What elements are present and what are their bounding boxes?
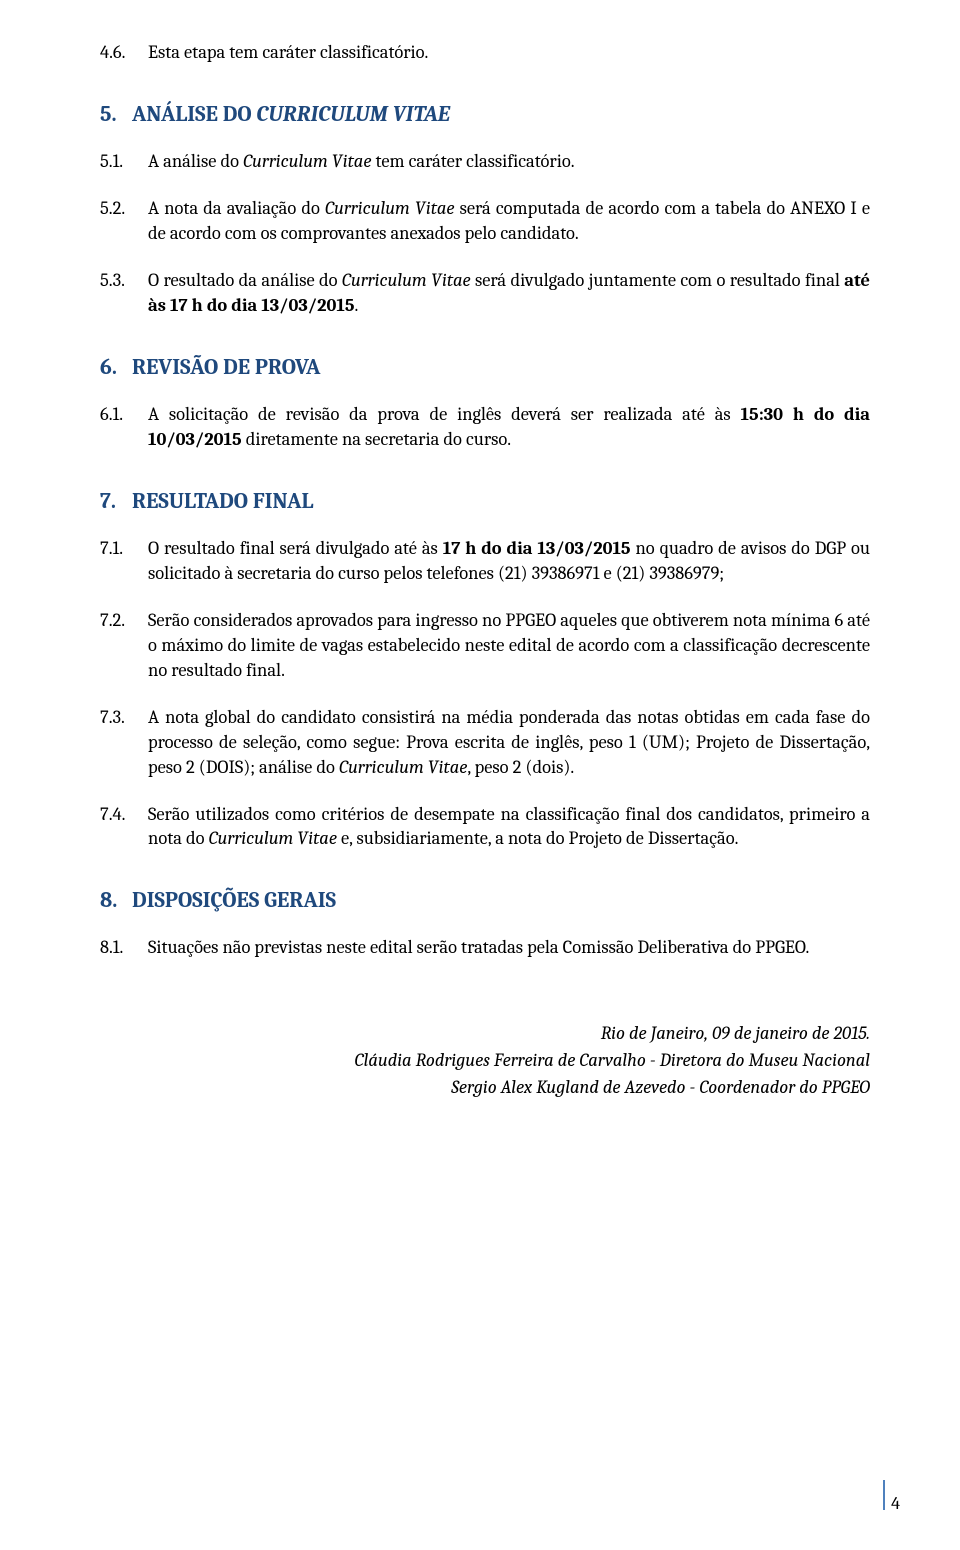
paragraph-5-2: 5.2. A nota da avaliação do Curriculum V…: [100, 196, 870, 246]
text: tem caráter classificatório.: [371, 150, 574, 172]
paragraph-4-6: 4.6. Esta etapa tem caráter classificató…: [100, 40, 870, 65]
para-number: 4.6.: [100, 40, 148, 65]
text-italic: Curriculum Vitae: [209, 827, 337, 849]
para-body: O resultado final será divulgado até às …: [148, 536, 870, 586]
para-body: A nota da avaliação do Curriculum Vitae …: [148, 196, 870, 246]
heading-number: 6.: [100, 354, 132, 380]
page-number-value: 4: [891, 1493, 900, 1514]
heading-5: 5. ANÁLISE DO CURRICULUM VITAE: [100, 101, 870, 127]
text: diretamente na secretaria do curso.: [242, 428, 511, 450]
text-italic: Curriculum Vitae: [339, 756, 467, 778]
text-bold: 17 h do dia 13/03/2015: [443, 537, 631, 559]
para-number: 7.3.: [100, 705, 148, 780]
heading-title-italic: CURRICULUM VITAE: [256, 101, 450, 127]
paragraph-6-1: 6.1. A solicitação de revisão da prova d…: [100, 402, 870, 452]
heading-title: RESULTADO FINAL: [132, 488, 313, 514]
heading-8: 8. DISPOSIÇÕES GERAIS: [100, 887, 870, 913]
para-body: Serão utilizados como critérios de desem…: [148, 802, 870, 852]
para-number: 7.1.: [100, 536, 148, 586]
para-number: 6.1.: [100, 402, 148, 452]
text: .: [354, 294, 358, 316]
heading-title-pre: ANÁLISE DO: [132, 101, 256, 127]
heading-title: REVISÃO DE PROVA: [132, 354, 320, 380]
paragraph-5-1: 5.1. A análise do Curriculum Vitae tem c…: [100, 149, 870, 174]
paragraph-7-3: 7.3. A nota global do candidato consisti…: [100, 705, 870, 780]
para-number: 5.3.: [100, 268, 148, 318]
text: será divulgado juntamente com o resultad…: [471, 269, 845, 291]
signature-date: Rio de Janeiro, 09 de janeiro de 2015.: [100, 1020, 870, 1047]
heading-number: 8.: [100, 887, 132, 913]
text: , peso 2 (dois).: [467, 756, 574, 778]
para-body: Esta etapa tem caráter classificatório.: [148, 40, 870, 65]
heading-6: 6. REVISÃO DE PROVA: [100, 354, 870, 380]
para-body: A análise do Curriculum Vitae tem caráte…: [148, 149, 870, 174]
document-page: 4.6. Esta etapa tem caráter classificató…: [0, 0, 960, 1550]
text-italic: Curriculum Vitae: [342, 269, 471, 291]
heading-title: DISPOSIÇÕES GERAIS: [132, 887, 336, 913]
text-italic: Curriculum Vitae: [243, 150, 371, 172]
text: A solicitação de revisão da prova de ing…: [148, 403, 741, 425]
para-number: 7.4.: [100, 802, 148, 852]
para-body: Serão considerados aprovados para ingres…: [148, 608, 870, 683]
paragraph-7-2: 7.2. Serão considerados aprovados para i…: [100, 608, 870, 683]
heading-7: 7. RESULTADO FINAL: [100, 488, 870, 514]
text: A nota da avaliação do: [148, 197, 325, 219]
page-number-bar: [883, 1480, 885, 1510]
para-number: 5.2.: [100, 196, 148, 246]
heading-title: ANÁLISE DO CURRICULUM VITAE: [132, 101, 450, 127]
paragraph-7-4: 7.4. Serão utilizados como critérios de …: [100, 802, 870, 852]
text: O resultado da análise do: [148, 269, 342, 291]
signature-line-1: Cláudia Rodrigues Ferreira de Carvalho -…: [100, 1047, 870, 1074]
paragraph-7-1: 7.1. O resultado final será divulgado at…: [100, 536, 870, 586]
text: O resultado final será divulgado até às: [148, 537, 443, 559]
text: e, subsidiariamente, a nota do Projeto d…: [337, 827, 739, 849]
para-body: A solicitação de revisão da prova de ing…: [148, 402, 870, 452]
para-body: Situações não previstas neste edital ser…: [148, 935, 870, 960]
para-body: O resultado da análise do Curriculum Vit…: [148, 268, 870, 318]
paragraph-8-1: 8.1. Situações não previstas neste edita…: [100, 935, 870, 960]
signature-line-2: Sergio Alex Kugland de Azevedo - Coorden…: [100, 1074, 870, 1101]
heading-number: 7.: [100, 488, 132, 514]
para-number: 5.1.: [100, 149, 148, 174]
paragraph-5-3: 5.3. O resultado da análise do Curriculu…: [100, 268, 870, 318]
para-number: 8.1.: [100, 935, 148, 960]
text-italic: Curriculum Vitae: [325, 197, 454, 219]
para-number: 7.2.: [100, 608, 148, 683]
text: A análise do: [148, 150, 243, 172]
signature-block: Rio de Janeiro, 09 de janeiro de 2015. C…: [100, 1020, 870, 1100]
heading-number: 5.: [100, 101, 132, 127]
page-number: 4: [883, 1490, 900, 1520]
para-body: A nota global do candidato consistirá na…: [148, 705, 870, 780]
